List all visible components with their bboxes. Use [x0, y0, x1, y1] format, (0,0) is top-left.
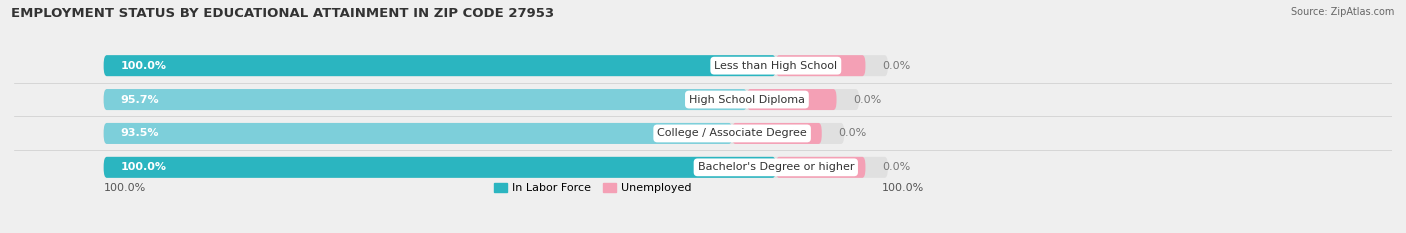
- FancyBboxPatch shape: [776, 55, 866, 76]
- Text: EMPLOYMENT STATUS BY EDUCATIONAL ATTAINMENT IN ZIP CODE 27953: EMPLOYMENT STATUS BY EDUCATIONAL ATTAINM…: [11, 7, 554, 20]
- Legend: In Labor Force, Unemployed: In Labor Force, Unemployed: [489, 178, 696, 197]
- FancyBboxPatch shape: [733, 123, 821, 144]
- Text: High School Diploma: High School Diploma: [689, 95, 804, 105]
- FancyBboxPatch shape: [104, 55, 887, 76]
- Text: Source: ZipAtlas.com: Source: ZipAtlas.com: [1291, 7, 1395, 17]
- Text: 0.0%: 0.0%: [838, 128, 866, 138]
- Text: 0.0%: 0.0%: [882, 162, 911, 172]
- FancyBboxPatch shape: [776, 157, 866, 178]
- FancyBboxPatch shape: [104, 89, 859, 110]
- FancyBboxPatch shape: [104, 123, 844, 144]
- FancyBboxPatch shape: [104, 55, 776, 76]
- Text: 95.7%: 95.7%: [121, 95, 159, 105]
- Text: 0.0%: 0.0%: [882, 61, 911, 71]
- Text: College / Associate Degree: College / Associate Degree: [657, 128, 807, 138]
- Text: Bachelor's Degree or higher: Bachelor's Degree or higher: [697, 162, 853, 172]
- FancyBboxPatch shape: [104, 157, 887, 178]
- FancyBboxPatch shape: [104, 157, 776, 178]
- Text: Less than High School: Less than High School: [714, 61, 838, 71]
- Text: 100.0%: 100.0%: [882, 183, 925, 193]
- Text: 93.5%: 93.5%: [121, 128, 159, 138]
- FancyBboxPatch shape: [747, 89, 837, 110]
- Text: 100.0%: 100.0%: [121, 61, 166, 71]
- Text: 100.0%: 100.0%: [121, 162, 166, 172]
- Text: 100.0%: 100.0%: [104, 183, 146, 193]
- Text: 0.0%: 0.0%: [853, 95, 882, 105]
- FancyBboxPatch shape: [104, 123, 733, 144]
- FancyBboxPatch shape: [104, 89, 747, 110]
